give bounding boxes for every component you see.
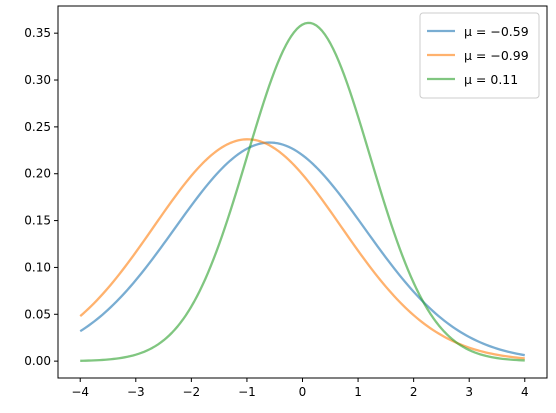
plot-frame (57, 5, 548, 379)
legend-label-2: μ = −0.99 (464, 48, 529, 63)
y-tick-label: 0.30 (24, 73, 51, 87)
x-tick-label: 4 (521, 385, 529, 399)
series-line-3 (80, 21, 525, 362)
legend-box (419, 12, 540, 99)
legend-label-3: μ = 0.11 (464, 72, 518, 87)
series-line-2 (79, 138, 525, 360)
x-tick-label: −1 (238, 385, 256, 399)
x-tick-label: 1 (354, 385, 362, 399)
series-line-1 (79, 141, 525, 357)
y-tick-label: 0.20 (24, 167, 51, 181)
x-tick-label: −4 (71, 385, 89, 399)
x-tick-label: −2 (183, 385, 201, 399)
x-tick-label: 3 (465, 385, 473, 399)
y-tick-label: 0.15 (24, 214, 51, 228)
y-tick-label: 0.00 (24, 354, 51, 368)
x-tick-label: 0 (299, 385, 307, 399)
series-layer (79, 21, 525, 362)
legend-label-1: μ = −0.59 (464, 24, 529, 39)
ticks-layer: −4 −3 −2 −1 0 1 2 3 4 0.00 0.05 0.10 0.15 0.20 0.25 0.3… (24, 26, 528, 399)
y-tick-label: 0.35 (24, 26, 51, 40)
x-tick-label: 2 (410, 385, 418, 399)
legend: μ = −0.59 μ = −0.99 μ = 0.11 (419, 12, 540, 99)
y-tick-label: 0.10 (24, 260, 51, 274)
x-tick-label: −3 (127, 385, 145, 399)
y-tick-label: 0.05 (24, 307, 51, 321)
y-tick-label: 0.25 (24, 120, 51, 134)
